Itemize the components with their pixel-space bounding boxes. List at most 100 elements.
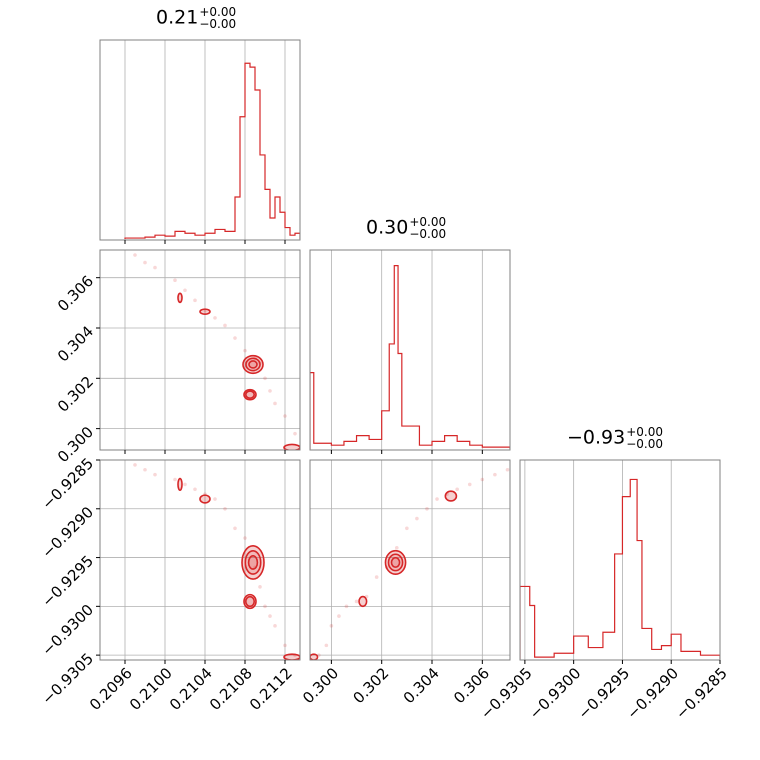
x-tick-label: −0.9290 [623,664,682,723]
scatter-point [263,376,267,381]
title-lower: −0.00 [199,17,237,31]
contour-level [387,553,404,572]
title-value: 0.21 [156,6,199,29]
scatter-point [273,401,277,406]
marginal-panel-1 [309,249,511,454]
scatter-point [467,482,472,487]
scatter-point [329,624,334,628]
contour-level [245,357,261,372]
contour-level [390,556,401,568]
contour-level [199,308,211,315]
x-tick-label: 0.2112 [246,664,296,714]
scatter-point [425,506,429,511]
scatter-point [173,278,177,282]
scatter-point [193,487,197,492]
y-tick-label: −0.9295 [38,552,97,611]
scatter-point [213,497,217,501]
scatter-point [268,614,272,618]
y-tick-label: −0.9290 [38,503,97,562]
panel-content [100,460,300,660]
scatter-point [505,467,510,472]
scatter-point [493,472,497,477]
scatter-point [133,253,137,257]
scatter-point [435,497,439,501]
x-tick-label: −0.9285 [672,664,731,723]
scatter-point [337,614,341,618]
y-tick-label: 0.306 [54,272,97,315]
scatter-point [223,506,227,511]
scatter-point [213,316,217,320]
scatter-point [405,526,409,531]
scatter-point [394,546,399,550]
y-tick-label: 0.302 [54,373,97,416]
title-value: −0.93 [567,426,626,449]
panel-content [520,460,720,660]
x-tick-label: 0.302 [349,664,392,707]
panel-title-1: 0.30 +0.00 −0.00 [366,216,446,240]
scatter-point [344,604,349,609]
axes-frame [99,459,301,661]
scatter-point [263,604,267,609]
contour-level [283,653,300,660]
axes-frame [309,249,511,451]
x-tick-label: 0.2108 [206,664,256,714]
scatter-point [415,516,419,521]
title-lower: −0.00 [626,437,664,451]
scatter-point [283,414,287,418]
title-upper: +0.00 [626,425,664,439]
contour-level [444,490,458,502]
scatter-point [258,585,262,589]
title-lower: −0.00 [409,227,447,241]
panel-content [310,460,510,660]
x-tick-label: 0.304 [400,664,443,707]
scatter-panel-1-2: 0.300 0.302 0.304 0.306 [299,459,511,707]
scatter-point [324,643,329,648]
contour-level [248,360,258,369]
scatter-point [143,260,147,265]
scatter-point [133,463,137,467]
x-tick-label: −0.9300 [526,664,585,723]
contour-level [244,550,262,575]
x-tick-label: −0.9295 [575,664,634,723]
contour-level [310,653,319,660]
scatter-point [283,643,287,648]
axes-frame [519,459,721,661]
title-upper: +0.00 [409,215,447,229]
panel-title-2: −0.93 +0.00 −0.00 [567,426,663,450]
scatter-point [153,472,157,477]
x-tick-label: 0.2104 [166,664,216,714]
scatter-point [268,389,272,393]
scatter-panel-0-1: 0.300 0.302 0.304 0.306 [54,249,301,466]
scatter-point [243,536,247,540]
axes-frame [99,249,301,451]
y-tick-label: −0.9300 [38,601,97,660]
histogram-series [310,265,510,449]
marginal-panel-0 [99,39,301,244]
scatter-point [273,624,277,628]
contour-level [177,477,183,492]
scatter-point [233,526,237,531]
axes-frame [99,39,301,241]
contour-level [245,390,256,399]
y-tick-label: 0.304 [54,322,97,365]
axes-frame [309,459,511,661]
scatter-point [293,431,297,436]
scatter-point [193,298,197,303]
scatter-point [243,348,247,353]
scatter-point [183,288,187,293]
scatter-point [223,323,227,328]
x-tick-label: 0.2100 [126,664,176,714]
contour-level [283,443,300,450]
contour-level [358,595,368,608]
scatter-point [374,575,379,579]
panel-content [124,40,300,240]
scatter-point [143,467,147,472]
x-tick-label: 0.2096 [86,664,136,714]
scatter-point [455,487,459,492]
scatter-point [354,599,359,604]
contour-level [177,292,183,304]
scatter-point [153,265,157,270]
x-tick-label: 0.300 [299,664,342,707]
histogram-series [124,62,300,239]
